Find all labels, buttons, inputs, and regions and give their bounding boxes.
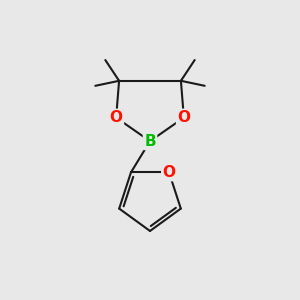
Text: O: O xyxy=(163,165,176,180)
Text: B: B xyxy=(144,134,156,149)
Text: O: O xyxy=(110,110,123,125)
Text: O: O xyxy=(177,110,190,125)
